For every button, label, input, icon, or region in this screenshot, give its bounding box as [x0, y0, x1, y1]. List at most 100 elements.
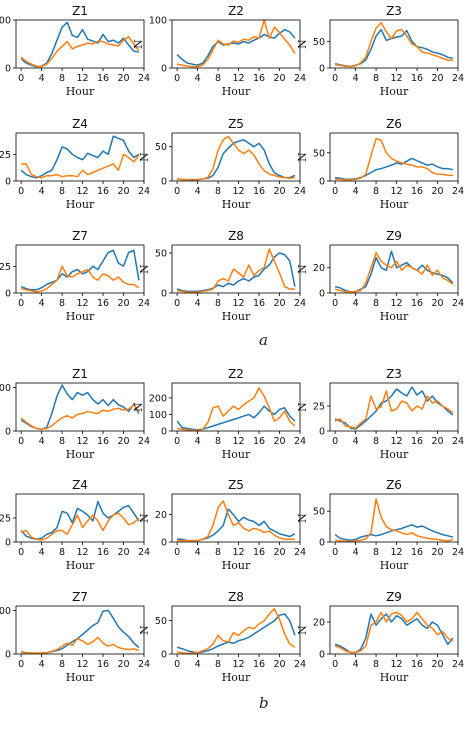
x-tick-label: 12 — [77, 298, 89, 309]
y-tick-label: 50 — [313, 148, 325, 159]
x-axis-label: Hour — [380, 448, 409, 461]
series-line-1 — [20, 21, 140, 68]
x-tick-label: 4 — [39, 436, 45, 447]
x-tick-label: 0 — [174, 547, 180, 558]
y-tick-label: 0 — [161, 538, 167, 549]
y-tick-label: 50 — [155, 249, 167, 260]
x-tick-label: 24 — [452, 547, 464, 558]
x-tick-label: 20 — [273, 186, 285, 197]
y-axis-label: N — [138, 625, 151, 635]
x-tick-label: 24 — [452, 186, 464, 197]
x-tick-label: 16 — [97, 298, 109, 309]
y-axis-label: N — [296, 152, 309, 162]
x-tick-label: 20 — [117, 436, 129, 447]
series-line-1 — [176, 28, 296, 66]
series-line-2 — [176, 607, 296, 655]
x-tick-label: 0 — [174, 186, 180, 197]
series-line-1 — [176, 252, 296, 293]
x-axis-label: Hour — [380, 671, 409, 684]
y-axis-label: N — [296, 625, 309, 635]
x-tick-label: 20 — [431, 436, 443, 447]
x-tick-label: 8 — [373, 73, 379, 84]
x-tick-label: 4 — [195, 659, 201, 670]
x-tick-label: 8 — [215, 436, 221, 447]
y-tick-label: 200 — [149, 393, 167, 404]
y-tick-label: 25 — [0, 150, 11, 161]
y-tick-label: 20 — [313, 618, 325, 629]
axes-frame — [329, 132, 459, 182]
y-tick-label: 0 — [5, 650, 11, 661]
x-tick-label: 20 — [273, 659, 285, 670]
panel-label-b: b — [259, 694, 269, 712]
series-line-2 — [334, 251, 454, 293]
x-tick-label: 16 — [411, 73, 423, 84]
axes-frame — [15, 132, 145, 182]
x-tick-label: 16 — [253, 659, 265, 670]
series-line-1 — [20, 384, 140, 431]
y-tick-label: 50 — [155, 142, 167, 153]
subplot-a-z9: Z9 0 4 8 12 16 20 24 0 20 Hour N — [296, 229, 464, 323]
x-tick-label: 12 — [77, 547, 89, 558]
series-line-2 — [334, 611, 454, 654]
series-line-1 — [20, 500, 140, 540]
x-tick-label: 24 — [294, 73, 306, 84]
subplot-title: Z7 — [72, 590, 88, 604]
x-tick-label: 8 — [215, 547, 221, 558]
y-tick-label: 0 — [5, 64, 11, 75]
x-tick-label: 20 — [431, 547, 443, 558]
axes-frame — [171, 132, 301, 182]
x-axis-label: Hour — [222, 198, 251, 211]
subplot-b-z5: Z5 0 4 8 12 16 20 24 0 20 Hour N — [138, 478, 306, 572]
axes-frame — [15, 493, 145, 543]
x-tick-label: 0 — [332, 298, 338, 309]
x-tick-label: 0 — [174, 436, 180, 447]
subplot-title: Z2 — [228, 4, 244, 18]
series-line-2 — [334, 390, 454, 429]
x-tick-label: 12 — [391, 659, 403, 670]
x-tick-label: 4 — [39, 547, 45, 558]
x-tick-label: 8 — [215, 73, 221, 84]
x-tick-label: 8 — [373, 186, 379, 197]
subplot-title: Z8 — [228, 590, 244, 604]
x-tick-label: 24 — [294, 436, 306, 447]
x-tick-label: 16 — [97, 659, 109, 670]
x-axis-label: Hour — [380, 310, 409, 323]
x-tick-label: 4 — [353, 73, 359, 84]
y-tick-label: 0 — [319, 650, 325, 661]
x-tick-label: 12 — [77, 186, 89, 197]
axes-frame — [171, 244, 301, 294]
x-tick-label: 12 — [233, 73, 245, 84]
x-tick-label: 16 — [97, 436, 109, 447]
x-tick-label: 4 — [195, 436, 201, 447]
series-line-2 — [176, 135, 296, 182]
y-tick-label: 25 — [0, 262, 11, 273]
x-tick-label: 4 — [39, 186, 45, 197]
x-tick-label: 12 — [233, 547, 245, 558]
x-tick-label: 8 — [59, 73, 65, 84]
axes-frame — [329, 605, 459, 655]
subplot-title: Z7 — [72, 229, 88, 243]
subplot-title: Z4 — [72, 478, 88, 492]
subplot-title: Z3 — [386, 4, 402, 18]
subplot-a-z6: Z6 0 4 8 12 16 20 24 0 50 Hour N — [296, 117, 464, 211]
x-tick-label: 16 — [97, 186, 109, 197]
y-tick-label: 0 — [319, 289, 325, 300]
y-tick-label: 0 — [5, 289, 11, 300]
x-tick-label: 12 — [77, 73, 89, 84]
y-tick-label: 20 — [155, 510, 167, 521]
y-tick-label: 50 — [155, 616, 167, 627]
subplot-a-z8: Z8 0 4 8 12 16 20 24 0 50 Hour N — [138, 229, 306, 323]
x-axis-label: Hour — [222, 671, 251, 684]
x-tick-label: 0 — [18, 186, 24, 197]
subplot-a-z1: Z1 0 4 8 12 16 20 24 0 100 Hour N — [0, 4, 150, 98]
x-axis-label: Hour — [380, 85, 409, 98]
x-tick-label: 8 — [59, 186, 65, 197]
subplot-a-z2: Z2 0 4 8 12 16 20 24 0 100 Hour N — [132, 4, 306, 98]
x-axis-label: Hour — [66, 198, 95, 211]
axes-frame — [171, 382, 301, 432]
x-tick-label: 24 — [138, 547, 150, 558]
subplot-a-z5: Z5 0 4 8 12 16 20 24 0 50 Hour N — [138, 117, 306, 211]
x-tick-label: 12 — [77, 436, 89, 447]
x-tick-label: 8 — [59, 659, 65, 670]
y-axis-label: N — [296, 402, 309, 412]
